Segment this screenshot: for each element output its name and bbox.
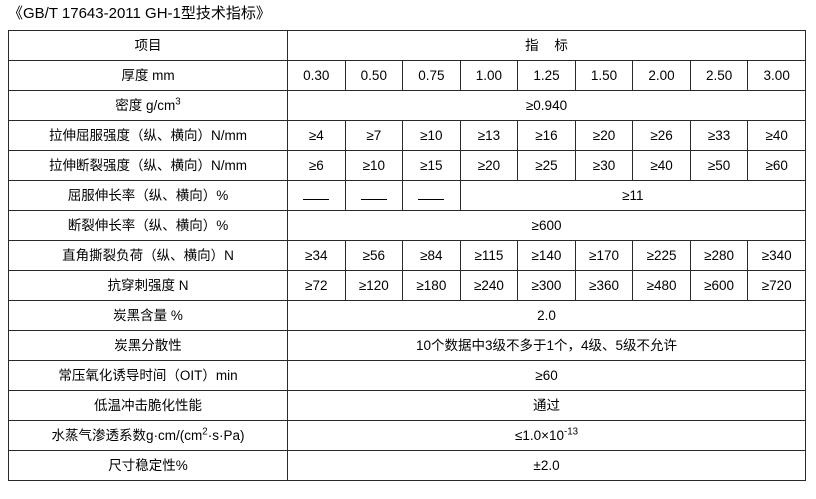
row-value-cell: ≥340 (747, 240, 806, 271)
row-label: 密度 g/cm3 (8, 90, 288, 121)
em-dash-icon (303, 191, 330, 201)
row-value-cell: ≥25 (517, 150, 576, 181)
header-index-column: 指 标 (287, 30, 806, 61)
row-value-cell: ≥240 (459, 270, 519, 301)
row-value-cell: ≥34 (287, 240, 346, 271)
row-label: 水蒸气渗透系数g·cm/(cm2·s·Pa) (8, 420, 288, 451)
row-value-cell: ≥720 (747, 270, 806, 301)
row-value-cell: ≥13 (459, 120, 519, 151)
table-row: 断裂伸长率（纵、横向）% ≥600 (8, 210, 806, 241)
row-value-cell: ≥4 (287, 120, 346, 151)
row-value-cell: ≥15 (402, 150, 461, 181)
row-value-cell: ≥140 (517, 240, 576, 271)
table-row: 炭黑含量 % 2.0 (8, 300, 806, 331)
row-value-cell: ≥20 (574, 120, 634, 151)
table-row: 水蒸气渗透系数g·cm/(cm2·s·Pa) ≤1.0×10-13 (8, 420, 806, 451)
table-header-row: 项目 指 标 (8, 30, 806, 61)
row-label: 直角撕裂负荷（纵、横向）N (8, 240, 288, 271)
row-value-cell: ≥170 (574, 240, 634, 271)
row-label: 断裂伸长率（纵、横向）% (8, 210, 288, 241)
row-value-merged: ±2.0 (287, 450, 806, 481)
row-label: 屈服伸长率（纵、横向）% (8, 180, 288, 211)
row-value-cell: 1.50 (574, 60, 634, 91)
row-value-cell: ≥72 (287, 270, 346, 301)
table-row: 拉伸屈服强度（纵、横向）N/mm ≥4 ≥7 ≥10 ≥13 ≥16 ≥20 ≥26 ≥33 ≥4… (8, 120, 806, 151)
row-value-cell: ≥10 (402, 120, 461, 151)
table-body: 项目 指 标 厚度 mm 0.30 0.50 0.75 1.00 1.25 1.50 2.00… (8, 30, 807, 481)
row-value-cell: ≥360 (574, 270, 634, 301)
table-row: 抗穿刺强度 N ≥72 ≥120 ≥180 ≥240 ≥300 ≥360 ≥480 ≥600 ≥7… (8, 270, 806, 301)
row-label: 拉伸断裂强度（纵、横向）N/mm (8, 150, 288, 181)
row-value-cell: ≥40 (632, 150, 691, 181)
row-label: 拉伸屈服强度（纵、横向）N/mm (8, 120, 288, 151)
row-value-cell: ≥225 (632, 240, 691, 271)
row-value-merged: 通过 (287, 390, 806, 421)
row-value-cell: ≥30 (574, 150, 634, 181)
row-value-cell: ≥480 (632, 270, 691, 301)
row-value-cell: ≥50 (689, 150, 749, 181)
row-value-cell: 1.25 (517, 60, 576, 91)
table-row: 低温冲击脆化性能 通过 (8, 390, 806, 421)
technical-spec-table: 项目 指 标 厚度 mm 0.30 0.50 0.75 1.00 1.25 1.50 2.00… (8, 30, 807, 481)
row-value-cell: ≥33 (689, 120, 749, 151)
row-value-cell: 0.75 (402, 60, 461, 91)
table-row: 屈服伸长率（纵、横向）% ≥11 (8, 180, 807, 211)
row-value-cell: 1.00 (459, 60, 519, 91)
row-value-merged: 2.0 (287, 300, 806, 331)
row-value-cell: ≥20 (459, 150, 519, 181)
row-value-cell-not-applicable (287, 180, 346, 211)
table-row: 厚度 mm 0.30 0.50 0.75 1.00 1.25 1.50 2.00 2.50 3.0… (8, 60, 806, 91)
row-value-cell: 3.00 (747, 60, 806, 91)
row-label: 低温冲击脆化性能 (8, 390, 288, 421)
row-label: 厚度 mm (8, 60, 288, 91)
row-value-cell: ≥26 (632, 120, 691, 151)
row-value-cell: ≥56 (344, 240, 404, 271)
row-label: 常压氧化诱导时间（OIT）min (8, 360, 288, 391)
header-index-label: 指 标 (525, 37, 574, 53)
row-value-cell: ≥16 (517, 120, 576, 151)
table-row: 直角撕裂负荷（纵、横向）N ≥34 ≥56 ≥84 ≥115 ≥140 ≥170 ≥225 ≥2… (8, 240, 806, 271)
row-value-cell: ≥84 (402, 240, 461, 271)
row-label: 炭黑分散性 (8, 330, 288, 361)
table-row: 拉伸断裂强度（纵、横向）N/mm ≥6 ≥10 ≥15 ≥20 ≥25 ≥30 ≥40 ≥50 ≥… (8, 150, 806, 181)
row-value-merged: ≤1.0×10-13 (287, 420, 806, 451)
row-value-cell: ≥280 (689, 240, 749, 271)
row-value-cell: ≥180 (402, 270, 461, 301)
table-row: 密度 g/cm3 ≥0.940 (8, 90, 806, 121)
row-label: 抗穿刺强度 N (8, 270, 288, 301)
em-dash-icon (360, 191, 387, 201)
page-title: 《GB/T 17643-2011 GH-1型技术指标》 (8, 5, 271, 22)
row-value-cell: ≥60 (747, 150, 806, 181)
row-value-cell: ≥10 (344, 150, 404, 181)
row-value-cell: 0.50 (344, 60, 404, 91)
row-value-cell: ≥120 (344, 270, 404, 301)
row-value-cell: 0.30 (287, 60, 346, 91)
table-row: 尺寸稳定性% ±2.0 (8, 450, 806, 481)
row-value-cell: ≥115 (459, 240, 519, 271)
header-item-column: 项目 (8, 30, 288, 61)
row-value-merged: ≥11 (459, 180, 807, 211)
row-value-merged: ≥600 (287, 210, 806, 241)
row-value-cell: 2.00 (632, 60, 691, 91)
row-label: 炭黑含量 % (8, 300, 288, 331)
row-value-cell: ≥7 (344, 120, 404, 151)
table-row: 常压氧化诱导时间（OIT）min ≥60 (8, 360, 806, 391)
row-value-merged: ≥60 (287, 360, 806, 391)
em-dash-icon (418, 191, 445, 201)
row-value-cell-not-applicable (344, 180, 404, 211)
row-label: 尺寸稳定性% (8, 450, 288, 481)
row-value-merged: ≥0.940 (287, 90, 806, 121)
row-value-cell: ≥40 (747, 120, 806, 151)
table-row: 炭黑分散性 10个数据中3级不多于1个，4级、5级不允许 (8, 330, 806, 361)
row-value-cell-not-applicable (402, 180, 461, 211)
row-value-cell: ≥6 (287, 150, 346, 181)
row-value-cell: 2.50 (689, 60, 749, 91)
row-value-cell: ≥600 (689, 270, 749, 301)
row-value-merged: 10个数据中3级不多于1个，4级、5级不允许 (287, 330, 806, 361)
row-value-cell: ≥300 (517, 270, 576, 301)
